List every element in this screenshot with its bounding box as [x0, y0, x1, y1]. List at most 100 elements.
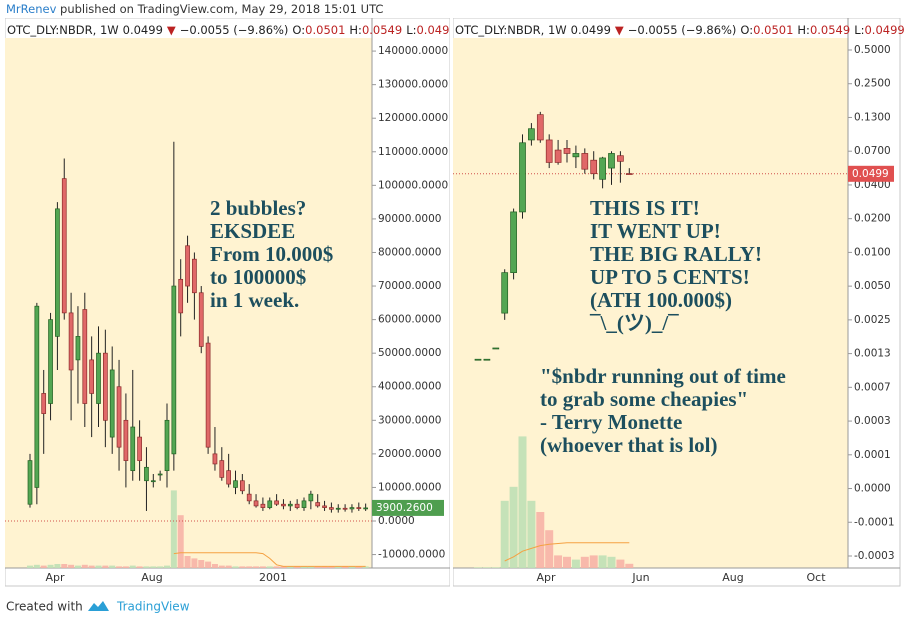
candle-body [164, 419, 170, 472]
y-tick-label: 0.0050 [854, 280, 891, 292]
candle-body [545, 139, 553, 163]
volume-bar [527, 500, 536, 568]
y-tick-label: 0.0001 [854, 449, 891, 461]
volume-bar [116, 566, 123, 568]
candle-body [246, 493, 252, 502]
volume-bar [301, 566, 307, 568]
volume-bar [170, 490, 177, 568]
annotation: (ATH 100.000$) [590, 288, 732, 312]
candle-body [349, 507, 355, 510]
volume-bar [109, 565, 116, 568]
volume-bar [328, 566, 335, 568]
volume-bar [625, 563, 634, 568]
candle-body [322, 505, 327, 508]
volume-bar [342, 566, 349, 568]
volume-bar [33, 564, 40, 568]
y-tick-label: 0.1300 [854, 111, 891, 123]
y-tick-label: 0.0200 [854, 213, 891, 225]
candle-body [233, 480, 238, 488]
candle-body [192, 258, 197, 294]
candle-body [219, 460, 225, 478]
candle-body [267, 500, 273, 508]
volume-bar [102, 565, 109, 568]
candle-body [75, 336, 81, 361]
y-tick-label: 60000.0000 [378, 314, 441, 326]
annotation: THE BIG RALLY! [590, 242, 762, 266]
volume-bar [307, 566, 314, 568]
volume-bar [246, 566, 253, 568]
candle-body [356, 507, 362, 509]
annotation: UP TO 5 CENTS! [590, 265, 750, 289]
candle-body [536, 114, 544, 141]
header-change: −0.0055 (−9.86%) [628, 23, 737, 37]
header-low: 0.0499 [416, 23, 456, 37]
volume-bar [616, 559, 625, 568]
chart-header: OTC_DLY:NBDR, 1W 0.0499 ▼ −0.0055 (−9.86%) O… [455, 23, 905, 37]
candle-body [301, 500, 307, 508]
candle-body [617, 155, 624, 162]
volume-bar [81, 564, 88, 568]
chart-panel: 140000.0000 130000.0000 120000.0000 110000.… [5, 18, 456, 587]
x-tick-label: Aug [141, 571, 162, 584]
volume-ma-line [504, 542, 630, 562]
candle-body [474, 358, 482, 361]
candle-body [144, 466, 149, 482]
candle-body [363, 507, 368, 510]
volume-bar [273, 566, 280, 568]
candle-body [205, 342, 211, 448]
candle-body [315, 502, 321, 507]
y-tick-label: -0.0001 [854, 516, 895, 528]
header-high: 0.0549 [362, 23, 402, 37]
header-change: −0.0055 (−9.86%) [180, 23, 289, 37]
y-tick-label: 0.2500 [854, 78, 891, 90]
y-tick-label: 20000.0000 [378, 448, 441, 460]
candle-body [572, 153, 580, 158]
candle-body [123, 419, 129, 461]
y-tick-label: 30000.0000 [378, 414, 441, 426]
volume-bar [607, 556, 616, 568]
annotation: ¯\_(ツ)_/¯ [589, 311, 679, 335]
volume-bar [95, 565, 102, 568]
annotation: EKSDEE [210, 219, 295, 243]
volume-bar [266, 566, 273, 568]
y-tick-label: 10000.0000 [378, 481, 441, 493]
volume-bar [545, 530, 554, 568]
candle-body [501, 272, 509, 314]
y-tick-label: 120000.0000 [378, 112, 448, 124]
header-low: 0.0499 [864, 23, 904, 37]
author[interactable]: MrRenev [6, 2, 57, 16]
candle-body [240, 480, 245, 492]
candle-body [281, 503, 286, 507]
candle-body [41, 393, 47, 414]
candle-body [625, 173, 633, 175]
y-tick-label: 0.0400 [854, 179, 891, 191]
y-tick-label: 80000.0000 [378, 246, 441, 258]
volume-bar [40, 565, 47, 568]
candle-body [130, 426, 136, 472]
volume-bar [474, 567, 482, 568]
candle-body [554, 149, 562, 163]
x-tick-label: Apr [45, 571, 65, 584]
y-tick-label: -10000.0000 [378, 549, 445, 561]
volume-bar [129, 565, 136, 568]
header-open: 0.0501 [753, 23, 793, 37]
candle-body [171, 285, 177, 455]
candle-body [253, 500, 259, 507]
volume-bar [211, 564, 218, 568]
candle-body [109, 369, 115, 438]
footer-brand[interactable]: TradingView [116, 600, 190, 614]
candle-body [294, 503, 300, 508]
quote: to grab some cheapies" [540, 387, 748, 411]
x-tick-label: Apr [536, 571, 556, 584]
candle-body [68, 312, 74, 371]
candle-body [528, 128, 535, 141]
volume-bar [239, 566, 246, 568]
volume-bar [580, 556, 589, 568]
header-open: 0.0501 [305, 23, 345, 37]
volume-bar [355, 566, 362, 568]
volume-bar [500, 500, 509, 568]
candle-body [89, 359, 95, 394]
volume-bar [294, 566, 301, 568]
volume-bar [314, 566, 321, 568]
x-tick-label: 2001 [259, 571, 287, 584]
